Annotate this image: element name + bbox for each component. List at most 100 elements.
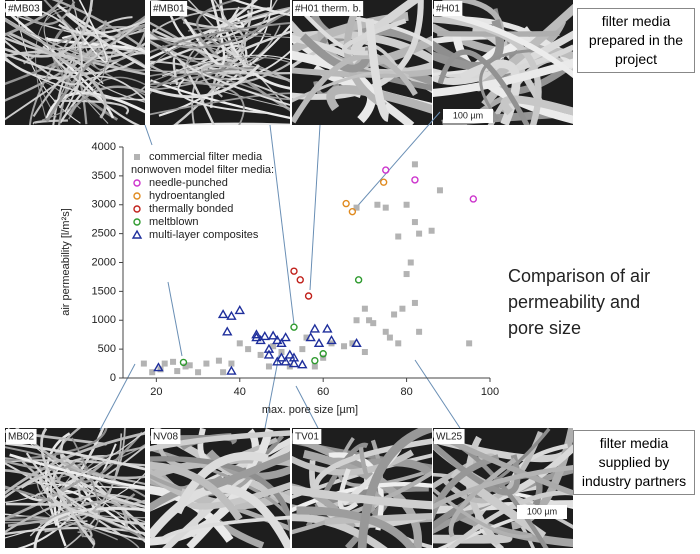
point: [236, 340, 243, 347]
fiber: [161, 54, 290, 77]
point: [222, 326, 233, 336]
sem-image: #MB01: [150, 0, 290, 125]
fiber: [177, 78, 268, 115]
point: [416, 328, 423, 335]
fiber: [150, 8, 290, 49]
point: [342, 199, 350, 208]
point: [411, 176, 419, 184]
y-tick-label: 0: [110, 372, 116, 384]
pointer-lines: [99, 111, 461, 431]
point: [326, 335, 337, 345]
label-bg: [293, 1, 364, 16]
fiber: [184, 6, 290, 74]
fiber: [342, 18, 407, 56]
fiber: [337, 468, 359, 512]
legend-label: commercial filter media: [149, 151, 263, 163]
point: [349, 340, 356, 347]
fiber: [171, 122, 290, 125]
point: [220, 369, 227, 376]
point: [304, 292, 313, 300]
point: [351, 337, 362, 348]
y-tick-label: 2000: [92, 256, 116, 268]
pointer: [414, 359, 461, 429]
fiber: [447, 490, 573, 548]
point: [157, 366, 164, 373]
fiber: [213, 0, 249, 64]
y-tick-label: 1500: [92, 285, 116, 297]
x-tick-label: 100: [481, 386, 499, 398]
point: [270, 343, 277, 350]
point: [366, 317, 373, 324]
point: [174, 368, 181, 375]
fiber: [433, 58, 573, 97]
point: [226, 310, 237, 320]
fiber: [292, 485, 432, 510]
label-bg: [151, 1, 188, 16]
fiber: [324, 513, 432, 525]
point: [284, 349, 296, 359]
point: [322, 323, 333, 333]
point: [263, 349, 275, 359]
point: [311, 356, 319, 365]
fiber: [150, 56, 290, 83]
legend-label: meltblown: [149, 216, 199, 228]
sem-image: NV08: [150, 428, 290, 548]
fiber: [448, 457, 517, 538]
fiber: [37, 480, 145, 490]
fiber: [340, 458, 432, 478]
pointer: [309, 124, 321, 291]
image-label: TV01: [295, 432, 319, 443]
point: [319, 350, 327, 358]
fiber: [150, 92, 290, 116]
point: [297, 359, 308, 369]
fiber: [5, 459, 76, 471]
fiber: [51, 0, 145, 51]
fiber: [51, 22, 119, 121]
point: [313, 337, 325, 348]
fiber: [200, 64, 288, 98]
fiber: [5, 493, 145, 534]
point: [182, 363, 189, 370]
fiber: [75, 0, 108, 63]
point: [290, 323, 298, 331]
point: [361, 349, 368, 356]
point: [348, 207, 357, 216]
legend-marker: [133, 192, 141, 200]
fiber: [5, 461, 105, 521]
fiber: [66, 496, 85, 538]
point: [436, 187, 443, 194]
fiber: [326, 85, 432, 114]
point: [303, 334, 310, 341]
point: [245, 346, 252, 353]
point: [149, 369, 156, 376]
point: [276, 337, 287, 348]
sem-image: #H01: [433, 0, 573, 125]
image-label: #H01 therm. b.: [295, 4, 361, 15]
point: [251, 332, 262, 342]
point: [161, 360, 168, 367]
point: [278, 349, 285, 356]
fiber: [459, 59, 521, 125]
point: [382, 166, 390, 174]
legend-marker: [133, 205, 141, 213]
x-tick-label: 60: [317, 386, 329, 398]
fiber: [25, 452, 145, 536]
point: [341, 343, 348, 350]
label-bg: [293, 429, 322, 444]
fiber: [433, 30, 573, 85]
point: [215, 357, 222, 364]
legend-label: thermally bonded: [149, 203, 233, 215]
fiber: [203, 451, 290, 491]
fiber: [5, 0, 64, 37]
fiber: [231, 0, 290, 17]
point: [379, 178, 388, 186]
fiber: [5, 58, 145, 101]
sem-image: #MB03: [5, 0, 145, 125]
scale-bar: 100 µm: [453, 110, 483, 120]
fiber: [43, 0, 145, 72]
label-bg: [6, 429, 37, 444]
fiber: [33, 507, 145, 548]
point: [288, 358, 300, 368]
fiber: [150, 22, 290, 54]
sem-image: WL25: [433, 428, 573, 548]
